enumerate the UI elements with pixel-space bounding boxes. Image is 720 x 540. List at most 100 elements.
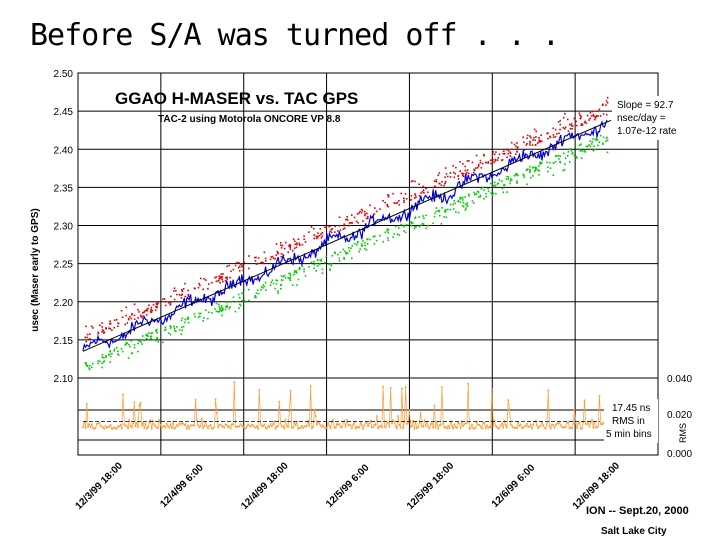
min-point	[473, 191, 475, 194]
max-point	[351, 222, 354, 224]
max-point	[593, 115, 595, 118]
max-point	[507, 152, 510, 155]
max-point	[109, 322, 112, 325]
min-point	[374, 235, 376, 238]
max-point	[384, 201, 387, 204]
min-point	[254, 295, 257, 297]
max-point	[271, 255, 274, 258]
rms-point	[316, 423, 318, 426]
min-point	[549, 167, 552, 170]
rms-point	[183, 424, 186, 426]
rms-point	[167, 425, 169, 427]
min-point	[365, 249, 368, 251]
rms-point	[191, 424, 193, 426]
max-point	[425, 187, 427, 190]
max-point	[265, 260, 267, 262]
min-point	[324, 262, 326, 264]
rms-point	[115, 428, 118, 430]
min-point	[503, 184, 506, 187]
min-point	[221, 314, 223, 317]
max-point	[414, 180, 416, 183]
min-point	[491, 193, 494, 196]
min-point	[502, 184, 505, 186]
max-point	[606, 101, 609, 104]
rms-point	[568, 427, 571, 429]
rms-point	[453, 423, 456, 426]
rms-point	[227, 426, 229, 429]
min-point	[109, 350, 111, 352]
max-point	[526, 142, 528, 145]
max-point	[164, 301, 167, 303]
max-point	[219, 281, 221, 284]
min-point	[459, 196, 462, 199]
max-point	[360, 208, 363, 211]
rms-point	[160, 426, 163, 429]
rms-point	[463, 423, 466, 425]
rms-point	[159, 423, 162, 426]
max-point	[203, 278, 205, 280]
rms-point	[404, 386, 407, 388]
y-axis-label: usec (Maser early to GPS)	[30, 208, 41, 331]
min-point	[568, 161, 571, 163]
max-point	[599, 115, 602, 117]
rms-point	[472, 427, 474, 430]
rms-point	[391, 422, 393, 425]
rms-point	[358, 426, 361, 429]
min-point	[338, 259, 341, 262]
max-point	[581, 124, 584, 126]
rms-point	[556, 422, 558, 425]
max-point	[154, 309, 157, 311]
max-point	[155, 302, 158, 305]
rms-point	[553, 426, 556, 429]
rms-point	[384, 426, 387, 429]
max-point	[594, 117, 597, 119]
rms-point	[422, 426, 424, 428]
rms-point	[438, 424, 441, 426]
min-point	[296, 284, 298, 286]
max-point	[151, 309, 154, 312]
max-point	[281, 244, 284, 247]
rms-point	[84, 427, 87, 429]
rms-point	[175, 424, 178, 426]
max-point	[228, 264, 230, 267]
rms-point	[446, 427, 448, 430]
max-point	[570, 123, 573, 125]
max-point	[356, 213, 359, 215]
min-point	[276, 279, 279, 282]
min-point	[403, 230, 405, 232]
max-point	[506, 148, 508, 151]
max-point	[181, 293, 184, 296]
min-point	[154, 339, 157, 342]
rms-point	[236, 425, 238, 428]
max-point	[143, 311, 146, 313]
rms-point	[544, 427, 547, 430]
max-point	[444, 176, 446, 178]
max-point	[435, 179, 438, 181]
min-point	[102, 361, 105, 363]
max-point	[529, 142, 531, 144]
max-point	[226, 276, 229, 279]
rms-point	[372, 426, 374, 428]
rms-point	[569, 426, 572, 429]
rms-point	[303, 425, 306, 428]
max-point	[207, 283, 210, 285]
min-point	[461, 197, 463, 199]
min-point	[194, 315, 196, 318]
min-point	[319, 259, 322, 262]
max-point	[262, 262, 265, 265]
max-point	[547, 132, 549, 134]
rms-point	[259, 423, 262, 425]
max-point	[248, 267, 250, 270]
rms-point	[541, 421, 543, 423]
min-point	[348, 249, 351, 252]
rms-point	[218, 424, 221, 426]
min-point	[173, 327, 176, 330]
rms-point	[238, 425, 241, 428]
rms-point	[132, 422, 134, 425]
min-point	[289, 279, 292, 282]
max-point	[502, 150, 505, 153]
max-point	[387, 196, 390, 198]
min-point	[562, 169, 565, 172]
rms-point	[294, 424, 297, 427]
max-point	[88, 338, 90, 341]
